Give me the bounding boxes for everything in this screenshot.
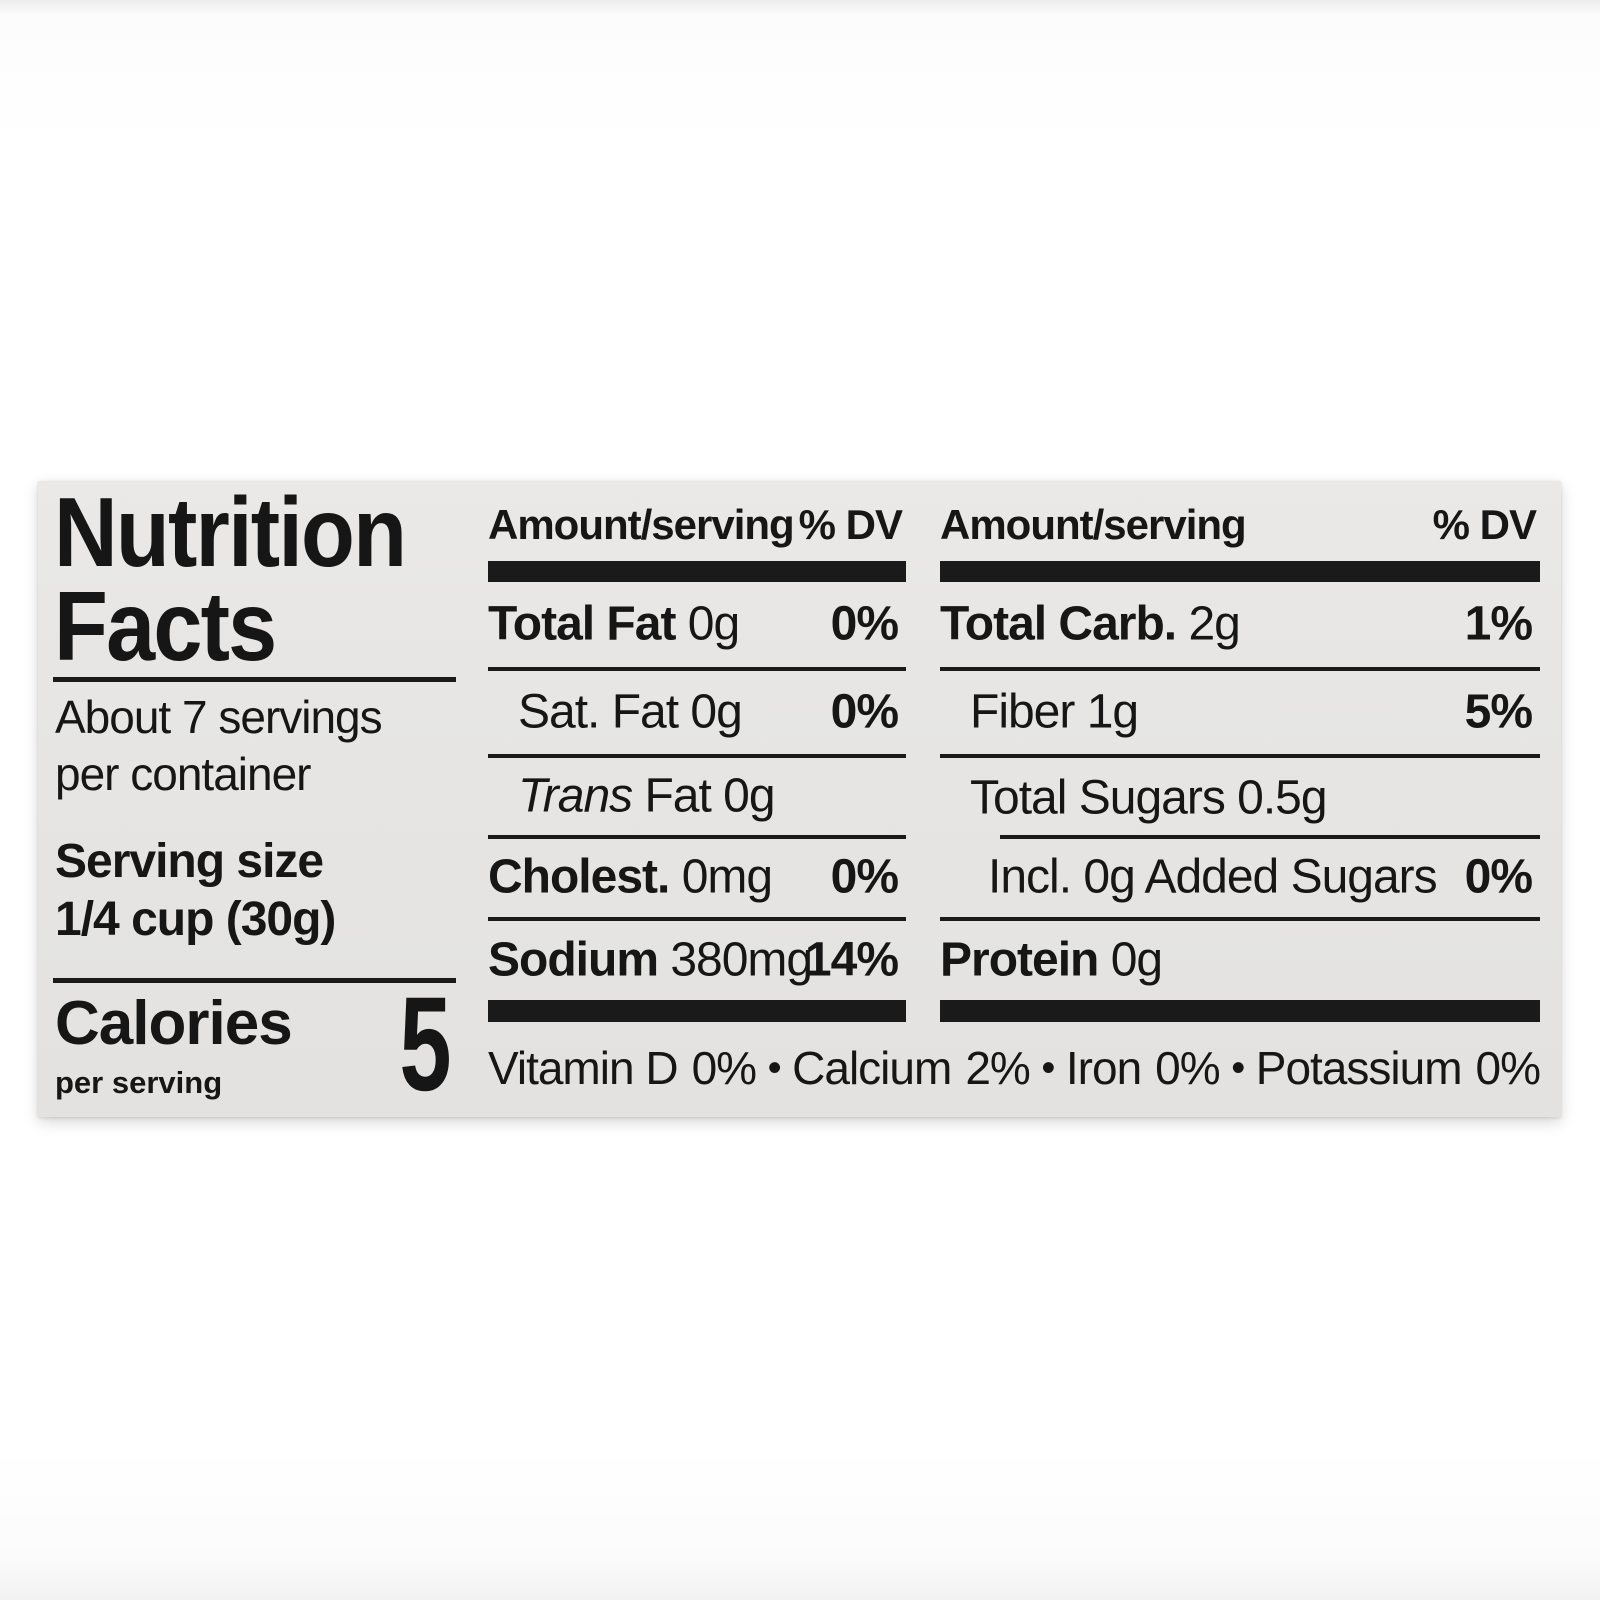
nutrient-name: Fiber 1g [970, 684, 1139, 739]
nutrient-name: Protein 0g [940, 932, 1163, 987]
serving-size-value: 1/4 cup (30g) [55, 892, 336, 946]
nutrient-amount: Sat. Fat 0g [518, 684, 743, 738]
micronutrient-name: Iron [1065, 1042, 1142, 1094]
micronutrient-value: 0% [1155, 1042, 1220, 1094]
nutrient-name-bold: Cholest. [488, 850, 670, 904]
nutrient-name: Total Carb. 2g [940, 596, 1241, 651]
micronutrient-potassium: Potassium 0% [1255, 1041, 1541, 1095]
column-header: Amount/serving % DV [940, 501, 1537, 549]
nutrient-row-total-sugars: Total Sugars 0.5g [940, 758, 1540, 839]
nutrient-row-sodium: Sodium 380mg 14% [488, 921, 906, 1001]
nutrient-row-trans-fat: Trans Fat 0g [488, 758, 906, 839]
nutrient-column-right: Amount/serving % DV Total Carb. 2g 1% Fi… [940, 481, 1540, 1117]
dv-value: 5% [1464, 684, 1533, 738]
thick-bar-bottom [488, 1000, 906, 1022]
header-amount-per-serving: Amount/serving [488, 501, 795, 548]
label-title: Nutrition Facts [54, 477, 407, 682]
micronutrient-name: Potassium [1255, 1042, 1463, 1094]
nutrient-name: Incl. 0g Added Sugars [988, 849, 1438, 904]
nutrient-row-sat-fat: Sat. Fat 0g 0% [488, 671, 906, 758]
nutrient-amount: Fiber 1g [970, 684, 1139, 738]
micronutrient-value: 0% [691, 1042, 757, 1094]
servings-line-2: per container [55, 748, 311, 801]
servings-per-container: About 7 servings per container [55, 689, 383, 803]
micronutrient-name: Calcium [792, 1042, 952, 1094]
nutrient-amount: Incl. 0g Added Sugars [988, 850, 1438, 904]
dv-value: 0% [830, 596, 899, 650]
nutrient-name: Sodium 380mg [488, 932, 813, 987]
nutrient-amount: 0g [1098, 933, 1163, 987]
bullet-separator: • [1041, 1046, 1055, 1090]
nutrient-name: Sat. Fat 0g [518, 684, 743, 739]
nutrient-amount: 0g [675, 596, 740, 650]
nutrient-row-total-carb: Total Carb. 2g 1% [940, 582, 1540, 671]
dv-value: 0% [830, 684, 899, 738]
title-line-1: Nutrition [54, 477, 407, 587]
calories-value: 5 [399, 970, 452, 1119]
micronutrient-vitamin-d: Vitamin D 0% [488, 1041, 757, 1095]
nutrient-amount: Fat 0g [632, 768, 775, 822]
serving-size-label: Serving size [55, 835, 324, 888]
column-header: Amount/serving % DV [488, 501, 903, 549]
dv-value: 14% [804, 933, 899, 987]
nutrient-name: Total Fat 0g [488, 596, 740, 651]
calories-row: Calories per serving 5 [55, 970, 452, 1119]
nutrient-rows: Total Carb. 2g 1% Fiber 1g 5% Total Suga… [940, 582, 1540, 1001]
nutrient-row-total-fat: Total Fat 0g 0% [488, 582, 906, 671]
header-percent-dv: % DV [1432, 501, 1537, 548]
nutrient-name-bold: Sodium [488, 933, 659, 987]
nutrient-name-bold: Protein [940, 933, 1099, 987]
thick-bar-top [488, 561, 906, 582]
serving-size: Serving size 1/4 cup (30g) [55, 833, 336, 948]
divider-above-calories [53, 978, 456, 983]
servings-line-1: About 7 servings [55, 691, 383, 743]
nutrient-row-added-sugars: Incl. 0g Added Sugars 0% [940, 839, 1540, 921]
nutrient-name-bold: Total Carb. [940, 596, 1177, 650]
micronutrient-name: Vitamin D [488, 1042, 679, 1094]
calories-label: Calories [55, 989, 293, 1058]
nutrient-name: Trans Fat 0g [518, 768, 776, 823]
nutrient-row-protein: Protein 0g [940, 921, 1540, 1001]
header-amount-per-serving: Amount/serving [940, 501, 1247, 548]
nutrient-column-left: Amount/serving % DV Total Fat 0g 0% Sat.… [488, 481, 906, 1117]
dv-value: 0% [830, 850, 899, 904]
micronutrient-value: 0% [1475, 1042, 1541, 1094]
divider-under-title [53, 677, 456, 682]
thick-bar-bottom [940, 1000, 1540, 1022]
calories-text: Calories per serving [55, 989, 293, 1101]
nutrient-amount: 380mg [658, 933, 813, 987]
dv-value: 1% [1464, 596, 1533, 650]
nutrient-row-fiber: Fiber 1g 5% [940, 671, 1540, 758]
nutrient-row-cholesterol: Cholest. 0mg 0% [488, 839, 906, 921]
nutrient-rows: Total Fat 0g 0% Sat. Fat 0g 0% Trans Fat… [488, 582, 906, 1001]
thick-bar-top [940, 561, 1540, 582]
micronutrient-iron: Iron 0% [1065, 1041, 1221, 1095]
micronutrient-strip: Vitamin D 0% • Calcium 2% • Iron 0% • Potas… [488, 1041, 1541, 1095]
micronutrient-calcium: Calcium 2% [792, 1041, 1031, 1095]
title-line-2: Facts [54, 571, 277, 682]
nutrient-amount: Total Sugars 0.5g [970, 770, 1328, 824]
nutrient-amount: 2g [1176, 596, 1240, 650]
bullet-separator: • [767, 1046, 782, 1090]
calories-unit: per serving [55, 1065, 223, 1100]
nutrition-facts-label: Nutrition Facts About 7 servings per con… [38, 481, 1561, 1117]
header-percent-dv: % DV [798, 501, 903, 548]
nutrient-name-italic: Trans [518, 768, 633, 822]
nutrient-name: Total Sugars 0.5g [970, 770, 1328, 825]
nutrient-amount: 0mg [669, 850, 773, 904]
dv-value: 0% [1464, 850, 1533, 904]
nutrient-name: Cholest. 0mg [488, 849, 773, 904]
nutrient-name-bold: Total Fat [488, 596, 676, 650]
bullet-separator: • [1231, 1046, 1245, 1090]
micronutrient-value: 2% [965, 1042, 1030, 1094]
